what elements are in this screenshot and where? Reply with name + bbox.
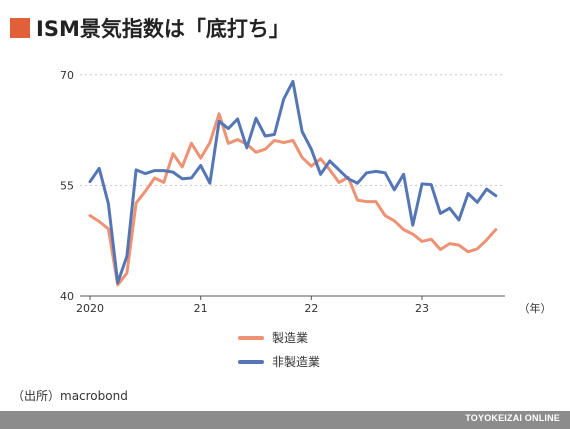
- x-tick-label-23: 23: [415, 302, 429, 315]
- x-tick-label-21: 21: [194, 302, 208, 315]
- legend-label-non-manufacturing: 非製造業: [272, 355, 320, 369]
- title-accent-square: [10, 18, 30, 38]
- footer-bar: TOYOKEIZAI ONLINE: [0, 411, 570, 429]
- x-tick-label-2020: 2020: [76, 302, 104, 315]
- footer-brand: TOYOKEIZAI ONLINE: [465, 413, 560, 423]
- series-line-non-manufacturing: [88, 79, 498, 285]
- x-tick-label-22: 22: [304, 302, 318, 315]
- x-axis-label: （年）: [519, 301, 552, 315]
- chart-title: ISM景気指数は「底打ち」: [36, 17, 290, 41]
- legend-label-manufacturing: 製造業: [272, 331, 308, 345]
- y-tick-label-70: 70: [60, 69, 74, 82]
- y-tick-label-55: 55: [60, 179, 74, 192]
- y-tick-label-40: 40: [60, 290, 74, 303]
- series-line-manufacturing: [88, 112, 498, 287]
- title-block: ISM景気指数は「底打ち」: [10, 14, 290, 42]
- source-note: （出所）macrobond: [12, 389, 128, 403]
